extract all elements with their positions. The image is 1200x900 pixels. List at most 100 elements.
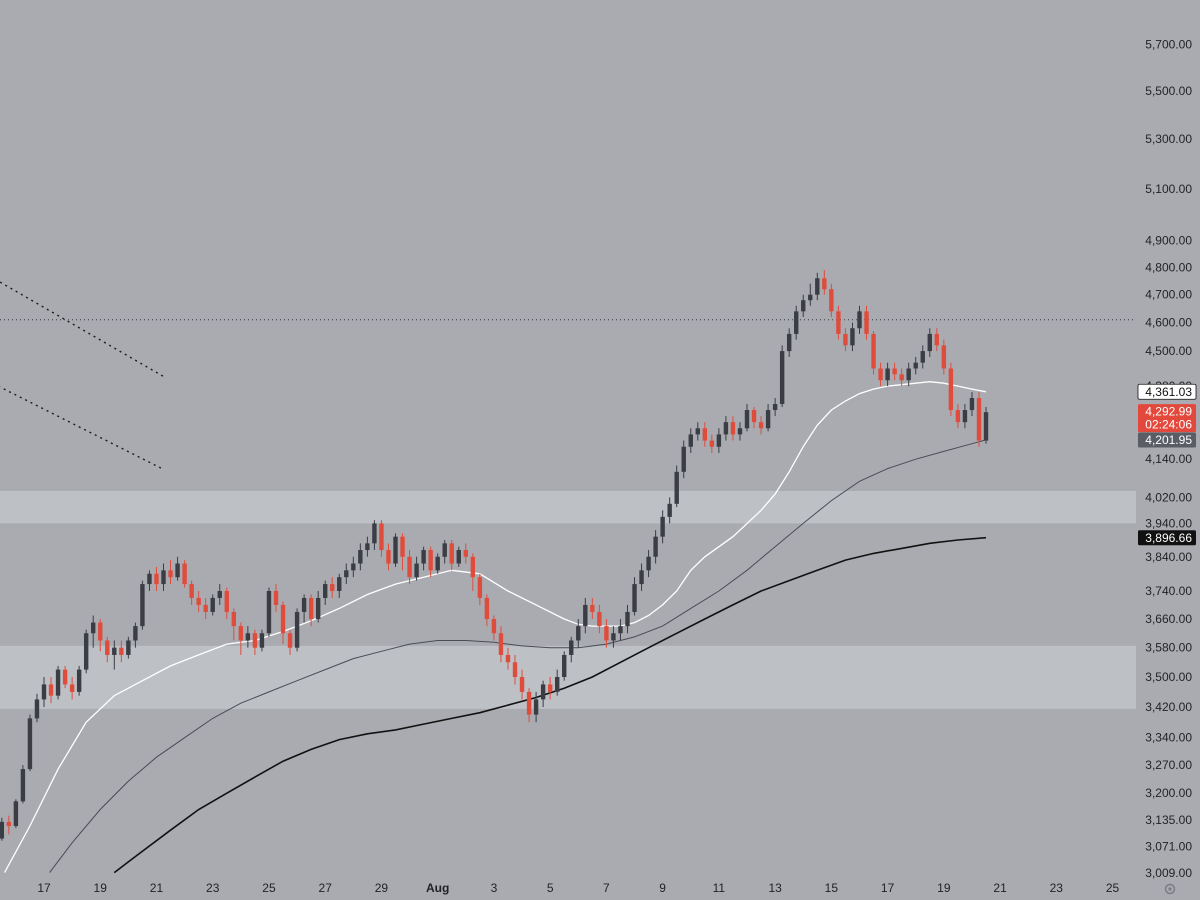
candle-up xyxy=(358,543,363,571)
candle-up xyxy=(456,546,461,567)
candle-body xyxy=(716,434,722,447)
candle-body xyxy=(98,622,103,641)
badge-price: 4,361.03 xyxy=(1145,385,1192,399)
x-tick-label: 17 xyxy=(37,881,51,895)
candle-body xyxy=(611,633,616,641)
candle-body xyxy=(308,597,314,620)
candle-down xyxy=(892,362,897,381)
candle-up xyxy=(554,669,560,696)
candle-body xyxy=(266,590,272,634)
candle-up xyxy=(365,536,370,557)
candle-body xyxy=(597,611,602,627)
candle-up xyxy=(808,283,813,306)
candle-down xyxy=(400,533,405,571)
candle-body xyxy=(547,684,553,692)
candle-body xyxy=(498,633,504,655)
y-tick-label: 3,340.00 xyxy=(1145,731,1192,745)
candle-body xyxy=(154,573,159,585)
y-tick-label: 3,580.00 xyxy=(1145,641,1192,655)
candle-up xyxy=(660,510,665,544)
x-tick-label: 29 xyxy=(375,881,389,895)
candle-body xyxy=(112,647,117,655)
candle-up xyxy=(126,636,131,659)
candle-body xyxy=(850,328,855,346)
candle-up xyxy=(576,619,581,648)
x-tick-label: 25 xyxy=(262,881,276,895)
candle-body xyxy=(618,626,623,634)
candle-up xyxy=(533,691,539,723)
candle-body xyxy=(119,647,124,655)
candle-body xyxy=(407,556,412,578)
candle-down xyxy=(512,654,518,685)
candle-body xyxy=(365,543,370,551)
candle-body xyxy=(189,584,194,598)
candle-up xyxy=(583,597,588,634)
candle-down xyxy=(941,339,947,375)
candle-down xyxy=(308,594,314,627)
candle-body xyxy=(147,573,152,585)
candle-body xyxy=(709,440,715,447)
candle-body xyxy=(477,577,483,598)
y-tick-label: 3,840.00 xyxy=(1145,550,1192,564)
candle-down xyxy=(871,331,876,375)
y-tick-label: 3,500.00 xyxy=(1145,670,1192,684)
candle-body xyxy=(822,278,827,290)
candle-down xyxy=(238,622,244,655)
candle-body xyxy=(583,604,588,627)
channel-upper-line xyxy=(0,281,166,378)
candle-body xyxy=(625,611,630,627)
candle-body xyxy=(238,626,244,641)
candle-up xyxy=(618,619,623,641)
candle-down xyxy=(758,416,764,435)
candle-body xyxy=(217,590,222,598)
candle-body xyxy=(27,718,33,770)
candle-up xyxy=(323,580,328,605)
candle-body xyxy=(55,669,61,696)
candle-down xyxy=(526,688,532,723)
candle-body xyxy=(540,684,546,700)
candle-down xyxy=(6,815,12,835)
candle-down xyxy=(955,404,961,429)
settings-icon[interactable] xyxy=(1164,883,1176,895)
candle-body xyxy=(660,516,665,537)
candle-body xyxy=(34,699,40,719)
candle-down xyxy=(154,566,159,591)
candle-down xyxy=(224,587,229,620)
candle-body xyxy=(730,422,736,435)
y-tick-label: 5,300.00 xyxy=(1145,132,1192,146)
candle-body xyxy=(442,543,447,557)
candle-down xyxy=(280,601,286,645)
candle-body xyxy=(878,368,883,381)
candle-body xyxy=(554,676,560,692)
candle-up xyxy=(20,765,26,804)
candle-down xyxy=(287,629,293,655)
x-tick-label: 21 xyxy=(993,881,1007,895)
candle-body xyxy=(69,684,75,692)
badge-box xyxy=(1138,432,1196,448)
candle-body xyxy=(576,626,581,641)
candle-body xyxy=(674,471,679,504)
candle-down xyxy=(231,608,237,641)
candle-up xyxy=(695,422,700,441)
x-tick-label: 23 xyxy=(206,881,220,895)
x-tick-label: 5 xyxy=(547,881,554,895)
candle-up xyxy=(76,665,82,696)
candle-body xyxy=(62,669,68,685)
candle-body xyxy=(76,669,82,692)
y-tick-label: 3,940.00 xyxy=(1145,516,1192,530)
candle-body xyxy=(323,584,328,598)
candle-body xyxy=(48,684,54,696)
candle-down xyxy=(505,647,511,670)
y-tick-label: 3,200.00 xyxy=(1145,786,1192,800)
candle-body xyxy=(203,604,208,612)
candle-up xyxy=(55,665,61,700)
candle-body xyxy=(470,556,476,578)
candle-up xyxy=(723,416,729,441)
candle-body xyxy=(857,311,862,329)
candle-down xyxy=(477,573,483,605)
candle-down xyxy=(168,560,173,585)
candle-up xyxy=(625,604,630,634)
